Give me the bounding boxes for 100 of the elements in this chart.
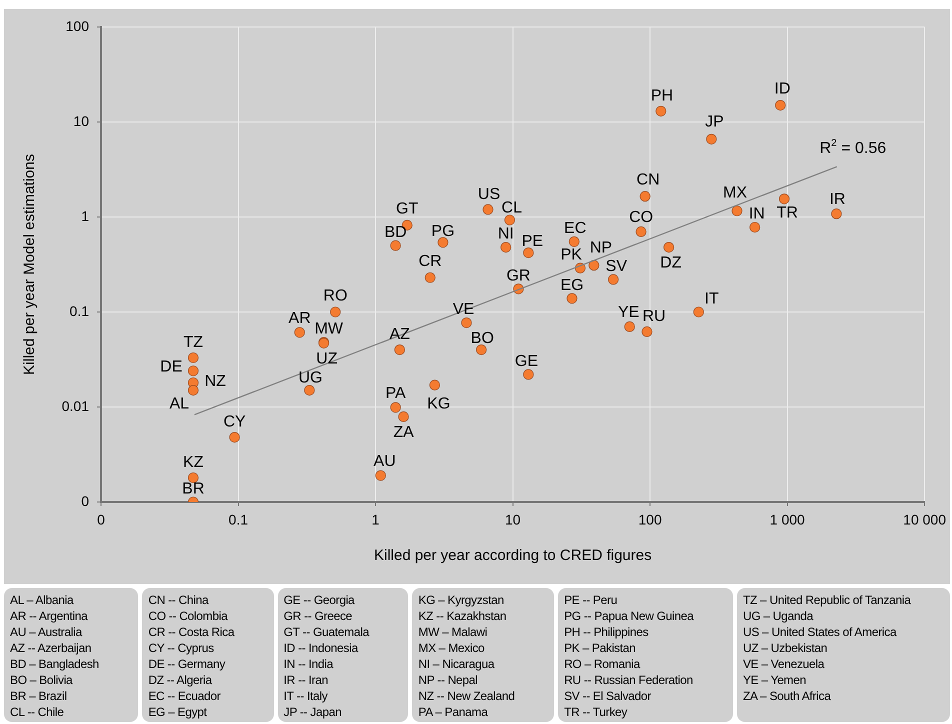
text: PG -- Papua New Guinea bbox=[564, 608, 695, 624]
annotation: PK bbox=[560, 246, 582, 264]
text: IN -- India bbox=[284, 656, 334, 672]
annotation: AL bbox=[169, 396, 190, 413]
text: CR -- Costa Rica bbox=[148, 624, 236, 640]
annotation: UG bbox=[298, 370, 322, 387]
text: AU – Australia bbox=[10, 624, 84, 640]
annotation: CO bbox=[629, 209, 654, 226]
x-tick-label: 0.1 bbox=[228, 511, 248, 528]
text: RO – Romania bbox=[564, 656, 642, 672]
text: CN -- China bbox=[148, 592, 210, 608]
y-tick-label: 0 bbox=[81, 492, 90, 509]
text: NP -- Nepal bbox=[418, 672, 479, 688]
text: AZ -- Azerbaijan bbox=[10, 640, 92, 656]
annotation: AU bbox=[374, 452, 396, 470]
annotation: AZ bbox=[389, 326, 410, 344]
annotation: NI bbox=[498, 226, 514, 243]
text: CO -- Colombia bbox=[148, 608, 229, 624]
annotation: BR bbox=[182, 480, 204, 498]
text: KG – Kyrgyzstan bbox=[418, 592, 505, 608]
text: PE -- Peru bbox=[564, 592, 618, 608]
annotation: GR bbox=[506, 267, 530, 284]
text: PA – Panama bbox=[418, 704, 489, 720]
x-tick-label: 100 bbox=[638, 511, 662, 528]
x-tick-label: 10 bbox=[505, 511, 521, 528]
text: ZA – South Africa bbox=[742, 688, 832, 704]
annotation: RU bbox=[642, 308, 666, 326]
annotation: KZ bbox=[183, 454, 204, 472]
text: CY -- Cyprus bbox=[148, 640, 215, 656]
y-tick-label: 10 bbox=[73, 112, 90, 129]
text: KZ -- Kazakhstan bbox=[418, 608, 508, 624]
annotation: CL bbox=[502, 199, 522, 216]
annotation: BO bbox=[470, 330, 494, 348]
text: MX – Mexico bbox=[418, 640, 486, 656]
annotation: NP bbox=[590, 240, 612, 257]
text: BO – Bolivia bbox=[10, 672, 74, 688]
text: PK – Pakistan bbox=[564, 640, 637, 656]
text: DZ -- Algeria bbox=[148, 672, 213, 688]
annotation: CR bbox=[418, 253, 442, 270]
y-tick-label: 0.01 bbox=[62, 398, 90, 414]
text: GE -- Georgia bbox=[284, 592, 356, 608]
text: SV -- El Salvador bbox=[564, 688, 652, 704]
annotation: YE bbox=[618, 304, 640, 322]
text: UG – Uganda bbox=[742, 608, 814, 624]
y-tick-label: 0.1 bbox=[70, 302, 90, 319]
text: EC -- Ecuador bbox=[148, 688, 222, 704]
text: GR -- Greece bbox=[284, 608, 354, 624]
annotation: TR bbox=[776, 204, 798, 222]
text: TR -- Turkey bbox=[564, 704, 628, 720]
x-tick-label: 0 bbox=[97, 511, 106, 528]
text: BR – Brazil bbox=[10, 688, 68, 704]
text: ID -- Indonesia bbox=[284, 640, 360, 656]
annotation: PH bbox=[650, 88, 674, 105]
annotation: IR bbox=[829, 191, 846, 208]
text: YE – Yemen bbox=[742, 672, 808, 688]
annotation: GE bbox=[514, 352, 538, 370]
annotation: US bbox=[478, 186, 500, 203]
annotation: EC bbox=[564, 220, 586, 238]
text: GT -- Guatemala bbox=[284, 624, 370, 640]
annotation: DZ bbox=[660, 254, 682, 272]
text: AR -- Argentina bbox=[10, 608, 89, 624]
annotation: AR bbox=[288, 310, 311, 327]
annotation: MX bbox=[723, 184, 748, 202]
x-tick-label: 10 000 bbox=[903, 511, 946, 528]
annotation: UZ bbox=[316, 350, 338, 368]
annotation: NZ bbox=[204, 373, 226, 390]
annotation: PE bbox=[522, 233, 544, 250]
annotation: EG bbox=[560, 276, 584, 294]
text: CL -- Chile bbox=[10, 704, 65, 720]
x-axis-title: Killed per year according to CRED figures bbox=[374, 547, 652, 564]
annotation: JP bbox=[705, 114, 724, 131]
text: TZ – United Republic of Tanzania bbox=[742, 592, 912, 608]
text: PH -- Philippines bbox=[564, 624, 650, 640]
annotation: BD bbox=[384, 224, 407, 242]
text: EG – Egypt bbox=[148, 704, 208, 720]
annotation: TZ bbox=[183, 334, 204, 352]
text: US – United States of America bbox=[742, 624, 898, 640]
annotation: PG bbox=[431, 222, 455, 240]
text: JP -- Japan bbox=[284, 704, 342, 720]
y-tick-label: 100 bbox=[66, 18, 90, 34]
y-axis-title: Killed per year Model estimations bbox=[21, 154, 38, 375]
annotation: SV bbox=[606, 258, 628, 275]
text: NI – Nicaragua bbox=[418, 656, 496, 672]
text: AL – Albania bbox=[10, 592, 75, 608]
x-tick-label: 1 000 bbox=[770, 511, 806, 528]
text: IT -- Italy bbox=[284, 688, 329, 704]
annotation: IT bbox=[704, 290, 720, 308]
text: VE – Venezuela bbox=[742, 656, 826, 672]
annotation: ZA bbox=[393, 424, 414, 442]
annotation: PA bbox=[386, 384, 406, 402]
text: DE -- Germany bbox=[148, 656, 226, 672]
text: IR -- Iran bbox=[284, 672, 329, 688]
text: NZ -- New Zealand bbox=[418, 688, 516, 704]
y-tick-label: 1 bbox=[81, 208, 90, 224]
annotation: KG bbox=[427, 396, 450, 413]
annotation: IN bbox=[748, 206, 765, 223]
annotation: DE bbox=[160, 358, 182, 376]
text: BD – Bangladesh bbox=[10, 656, 100, 672]
text: RU -- Russian Federation bbox=[564, 672, 694, 688]
x-tick-label: 1 bbox=[372, 511, 380, 528]
